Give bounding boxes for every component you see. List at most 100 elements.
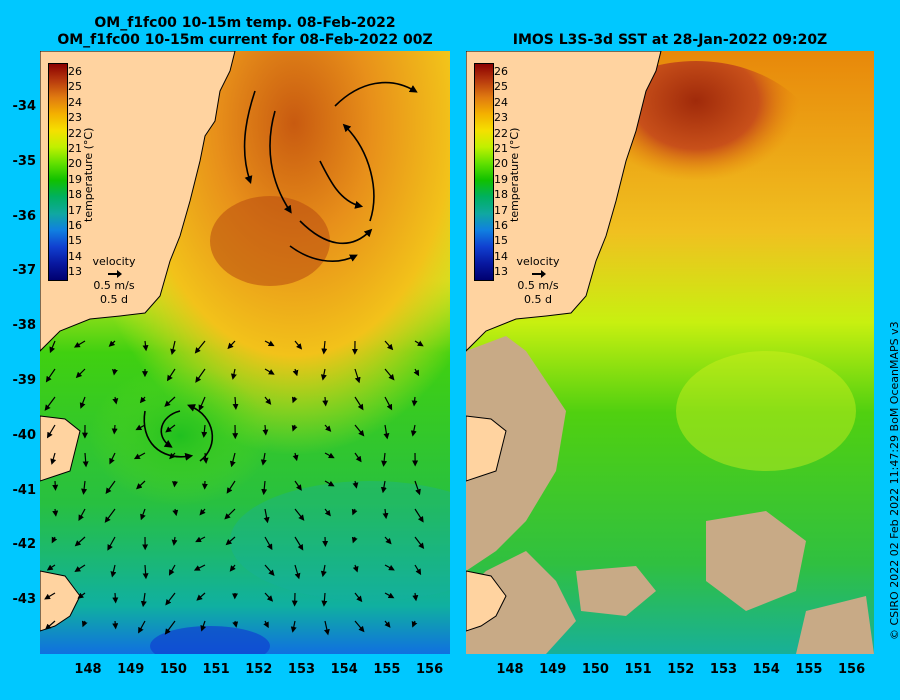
colorbar-tick: 13 <box>68 265 82 279</box>
current-arrow <box>198 396 206 412</box>
current-arrow <box>169 452 176 460</box>
current-arrow <box>354 620 365 633</box>
colorbar-tick: 20 <box>68 157 82 171</box>
current-arrow <box>263 508 270 524</box>
current-arrow <box>142 564 149 580</box>
colorbar-tick: 14 <box>494 249 508 263</box>
latitude-tick-label: -39 <box>12 373 37 388</box>
colorbar-tick: 14 <box>68 249 82 263</box>
longitude-tick-label: 152 <box>667 662 695 677</box>
current-arrow <box>104 508 116 523</box>
current-arrow <box>323 620 330 636</box>
current-arrow <box>75 368 86 379</box>
current-arrow <box>320 564 327 578</box>
velocity-scale-arrow-icon <box>86 269 142 279</box>
velocity-legend-speed: 0.5 m/s <box>93 279 135 292</box>
colorbar-tick: 18 <box>68 188 82 202</box>
current-arrow <box>414 508 424 523</box>
current-arrow <box>384 620 391 628</box>
current-arrow <box>321 592 328 607</box>
colorbar-tick: 21 <box>494 141 508 155</box>
current-arrow <box>195 536 206 543</box>
longitude-tick-label: 151 <box>624 662 652 677</box>
current-arrow <box>52 508 59 517</box>
colorbar-tick: 17 <box>68 203 82 217</box>
left-velocity-legend: velocity 0.5 m/s 0.5 d <box>86 255 142 307</box>
colorbar-tick: 24 <box>68 95 82 109</box>
current-arrow <box>78 508 86 522</box>
current-arrow <box>410 424 417 437</box>
longitude-tick-label: 150 <box>581 662 609 677</box>
current-arrow <box>264 396 272 405</box>
longitude-tick-label: 156 <box>416 662 444 677</box>
current-arrow <box>384 564 395 571</box>
latitude-tick-label: -36 <box>12 208 37 224</box>
current-arrow <box>164 396 176 407</box>
current-arrow <box>81 620 88 628</box>
latitude-tick-label: -41 <box>12 482 37 498</box>
colorbar-tick: 18 <box>494 188 508 202</box>
current-arrow <box>322 396 329 407</box>
colorbar-tick: 26 <box>68 65 82 78</box>
current-arrow <box>384 340 394 351</box>
current-arrow <box>351 536 358 544</box>
current-arrow <box>196 592 206 601</box>
colorbar-tick: 22 <box>68 126 82 140</box>
current-arrow <box>411 396 418 407</box>
colorbar-tick: 23 <box>494 111 508 125</box>
longitude-tick-label: 156 <box>838 662 866 677</box>
colorbar-tick: 17 <box>494 203 508 217</box>
right-panel-title: IMOS L3S-3d SST at 28-Jan-2022 09:20Z <box>512 32 828 48</box>
current-arrow <box>108 340 116 347</box>
current-arrow <box>321 340 328 355</box>
current-arrow <box>229 564 236 572</box>
velocity-legend-duration: 0.5 d <box>524 293 552 306</box>
longitude-tick-label: 148 <box>496 662 524 677</box>
current-arrow <box>46 424 56 439</box>
colorbar-tick: 23 <box>68 111 82 125</box>
current-arrow <box>201 424 208 438</box>
current-arrow <box>77 592 86 599</box>
current-arrow <box>232 396 239 410</box>
colorbar-tick: 26 <box>494 65 508 78</box>
current-arrow <box>380 480 387 494</box>
current-arrow <box>324 452 335 459</box>
current-arrow <box>164 620 176 635</box>
colorbar-tick: 21 <box>68 141 82 155</box>
current-arrow <box>107 536 116 551</box>
current-arrow <box>384 396 393 411</box>
current-arrow <box>264 592 274 602</box>
current-arrow <box>381 452 388 467</box>
current-arrow <box>112 592 119 604</box>
current-arrow <box>142 340 149 352</box>
colorbar-tick: 16 <box>68 218 82 232</box>
current-arrow <box>200 620 207 632</box>
current-arrow <box>111 424 118 435</box>
longitude-tick-label: 155 <box>373 662 401 677</box>
current-arrow <box>324 424 332 432</box>
longitude-tick-label: 150 <box>159 662 187 677</box>
current-arrow <box>263 620 269 629</box>
velocity-legend-duration: 0.5 d <box>100 293 128 306</box>
longitude-tick-label: 153 <box>709 662 738 677</box>
longitude-tick-label: 152 <box>245 662 273 677</box>
current-arrow <box>45 368 56 383</box>
current-arrow <box>199 508 206 516</box>
colorbar-tick: 24 <box>494 95 508 109</box>
current-arrow <box>171 536 178 546</box>
longitude-tick-label: 154 <box>752 662 780 677</box>
satellite-sst-map <box>466 51 874 654</box>
current-arrow <box>165 424 176 433</box>
left-colorbar <box>48 63 68 281</box>
current-arrow <box>44 592 56 600</box>
current-arrow <box>294 480 302 491</box>
colorbar-tick: 25 <box>68 80 82 94</box>
current-arrow <box>352 480 359 489</box>
current-arrow <box>354 592 363 603</box>
latitude-tick-label: -42 <box>12 537 37 553</box>
current-arrow <box>354 368 361 384</box>
current-arrow <box>51 536 58 544</box>
current-arrow <box>166 368 176 382</box>
current-arrow <box>105 480 116 495</box>
current-arrow <box>46 564 56 571</box>
